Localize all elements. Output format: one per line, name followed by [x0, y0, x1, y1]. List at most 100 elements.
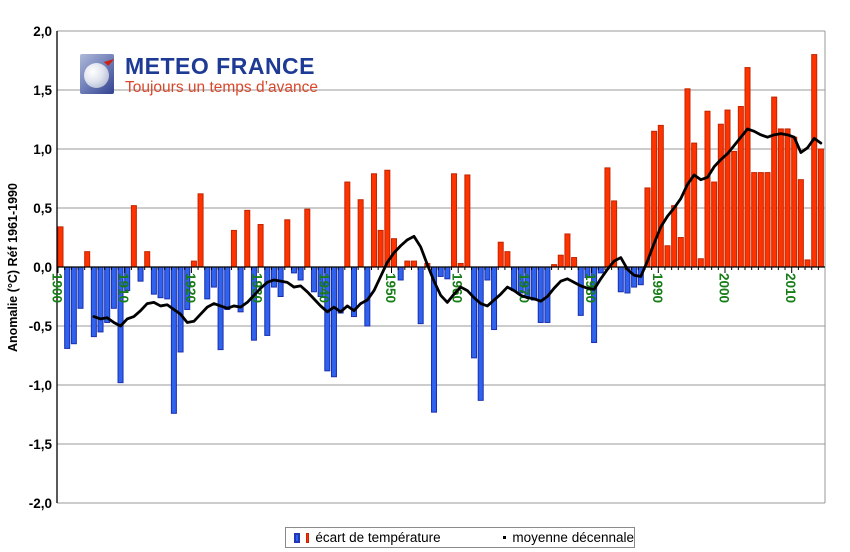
bar-1904	[84, 251, 91, 268]
bar-1918	[177, 266, 184, 353]
bar-1958	[444, 266, 451, 280]
bar-1975	[557, 254, 564, 268]
bar-1908	[110, 266, 117, 309]
bar-1972	[537, 266, 544, 323]
x-decade-label: 1910	[116, 273, 131, 303]
bar-2010	[791, 136, 798, 268]
bar-1986	[631, 266, 638, 288]
bar-2009	[784, 128, 791, 268]
bar-1956	[431, 266, 438, 413]
bar-1915	[157, 266, 164, 299]
bar-2014	[817, 148, 824, 268]
logo-arrow-icon	[103, 55, 115, 66]
logo-text: METEO FRANCE Toujours un temps d’avance	[125, 54, 318, 96]
x-decade-label: 2000	[717, 273, 732, 303]
bar-1945	[357, 199, 364, 268]
x-decade-label: 2010	[783, 273, 798, 303]
bar-1968	[511, 266, 518, 292]
bar-1993	[677, 237, 684, 268]
bar-1914	[150, 266, 157, 295]
bar-1902	[70, 266, 77, 345]
bar-1905	[90, 266, 97, 338]
bar-1957	[437, 266, 444, 277]
bar-1911	[130, 205, 137, 268]
bar-1991	[664, 245, 671, 268]
meteo-france-logo-icon	[80, 54, 115, 94]
y-tick-label: 0,5	[33, 201, 52, 216]
bar-1906	[97, 266, 104, 333]
bar-1977	[571, 257, 578, 268]
y-tick-label: 0,0	[33, 260, 52, 275]
bar-1938	[310, 266, 317, 293]
bar-1978	[577, 266, 584, 316]
y-tick-label: 2,0	[33, 24, 52, 39]
bar-1990	[657, 124, 664, 268]
bar-2003	[744, 67, 751, 268]
bar-2001	[731, 150, 738, 268]
x-decade-label: 1900	[50, 273, 65, 303]
chart-legend: écart de température moyenne décennale	[285, 527, 635, 548]
bar-1983	[611, 200, 618, 268]
y-tick-label: -1,0	[29, 378, 52, 393]
bar-1961	[464, 174, 471, 268]
bar-1995	[691, 142, 698, 268]
bar-1998	[711, 181, 718, 268]
bar-2004	[751, 172, 758, 268]
bar-1952	[404, 260, 411, 268]
bar-1942	[337, 266, 344, 314]
bar-1943	[344, 181, 351, 268]
y-tick-label: 1,0	[33, 142, 52, 157]
bar-1920	[190, 260, 197, 268]
bar-1959	[451, 173, 458, 268]
bar-1964	[484, 266, 491, 281]
bar-1916	[164, 266, 171, 300]
bar-1932	[270, 266, 277, 288]
bar-1976	[564, 233, 571, 268]
bar-1953	[411, 260, 418, 268]
legend-red-swatch	[305, 532, 310, 543]
bar-2008	[777, 128, 784, 268]
legend-mean-label: moyenne décennale	[512, 530, 634, 545]
bar-1912	[137, 266, 144, 282]
meteo-france-logo: METEO FRANCE Toujours un temps d’avance	[80, 54, 318, 96]
logo-title: METEO FRANCE	[125, 53, 315, 79]
bar-1997	[704, 110, 711, 268]
y-tick-label: -0,5	[29, 319, 53, 334]
bar-2011	[797, 179, 804, 268]
bar-2013	[811, 54, 818, 268]
bar-1947	[370, 173, 377, 268]
y-tick-label: 1,5	[33, 83, 52, 98]
bar-1913	[144, 251, 151, 268]
bar-1936	[297, 266, 304, 281]
bar-1903	[77, 266, 84, 309]
y-tick-label: -2,0	[29, 496, 52, 511]
bar-2012	[804, 259, 811, 268]
bar-1992	[671, 205, 678, 268]
bar-1996	[697, 258, 704, 268]
bar-1966	[497, 241, 504, 268]
x-decade-label: 1940	[316, 273, 331, 303]
bar-1994	[684, 88, 691, 268]
bar-1999	[717, 123, 724, 268]
decadal-mean-line	[92, 127, 823, 328]
bar-1984	[617, 266, 624, 293]
bar-1967	[504, 251, 511, 268]
legend-temperature-label: écart de température	[315, 530, 441, 545]
legend-blue-swatch	[294, 532, 300, 543]
bar-1937	[304, 208, 311, 268]
bar-1954	[417, 266, 424, 325]
bar-2000	[724, 109, 731, 268]
bar-1921	[197, 193, 204, 268]
bar-1934	[284, 219, 291, 268]
bar-1907	[104, 266, 111, 323]
x-decade-label: 1950	[383, 273, 398, 303]
bar-2005	[757, 172, 764, 268]
legend-line-swatch	[502, 536, 507, 539]
bar-2002	[737, 106, 744, 268]
bar-1924	[217, 266, 224, 351]
bar-1948	[377, 229, 384, 268]
y-tick-label: -1,5	[29, 437, 53, 452]
bar-1926	[230, 229, 237, 268]
